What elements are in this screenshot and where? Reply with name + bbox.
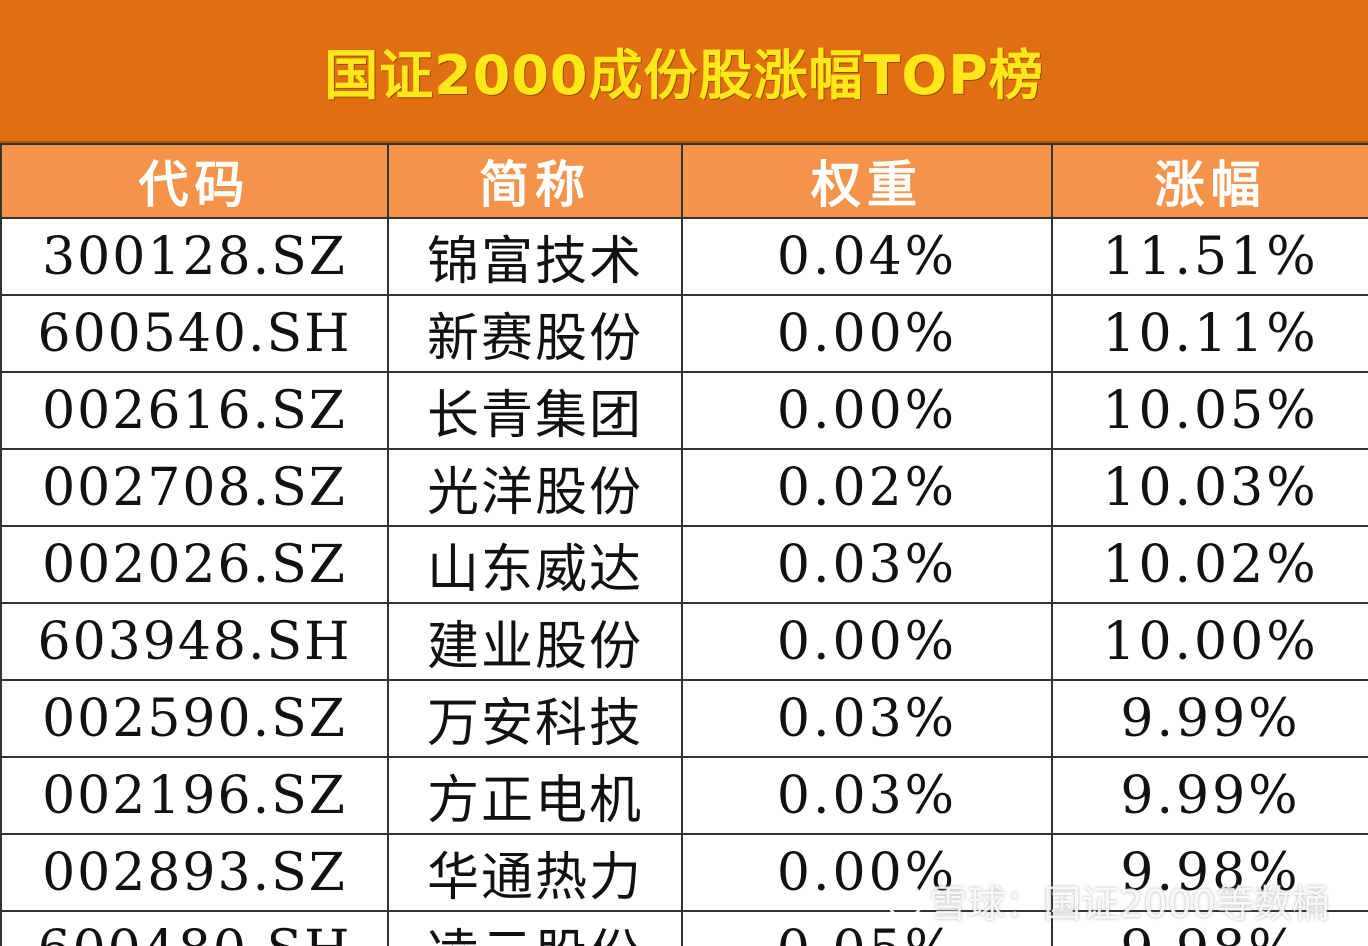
stock-code-cell: 600540.SH	[0, 294, 389, 373]
table-row: 300128.SZ 锦富技术 0.04% 11.51%	[0, 217, 1368, 296]
change-cell: 10.03%	[1051, 448, 1368, 527]
stock-name-cell: 锦富技术	[387, 217, 683, 296]
table-row: 002708.SZ 光洋股份 0.02% 10.03%	[0, 448, 1368, 527]
stock-name-cell: 万安科技	[387, 679, 683, 758]
header-row: 代码 简称 权重 涨幅	[0, 143, 1368, 219]
stock-code-cell: 002893.SZ	[0, 833, 389, 912]
change-cell: 10.05%	[1051, 371, 1368, 450]
table-row: 002616.SZ 长青集团 0.00% 10.05%	[0, 371, 1368, 450]
stock-code-cell: 002590.SZ	[0, 679, 389, 758]
stock-code-cell: 600480.SH	[0, 910, 389, 946]
stock-name-cell: 山东威达	[387, 525, 683, 604]
table-row: 002590.SZ 万安科技 0.03% 9.99%	[0, 679, 1368, 758]
change-cell: 9.99%	[1051, 679, 1368, 758]
table-row: 002026.SZ 山东威达 0.03% 10.02%	[0, 525, 1368, 604]
table-row: 603948.SH 建业股份 0.00% 10.00%	[0, 602, 1368, 681]
table-row: 600480.SH 凌云股份 0.05% 9.98%	[0, 910, 1368, 946]
weight-cell: 0.03%	[681, 679, 1053, 758]
stock-name-cell: 方正电机	[387, 756, 683, 835]
table-row: 002196.SZ 方正电机 0.03% 9.99%	[0, 756, 1368, 835]
stock-name-cell: 凌云股份	[387, 910, 683, 946]
weight-cell: 0.00%	[681, 371, 1053, 450]
ranking-table: 代码 简称 权重 涨幅 300128.SZ 锦富技术 0.04% 11.51% …	[0, 143, 1368, 946]
change-cell: 10.11%	[1051, 294, 1368, 373]
change-cell: 9.98%	[1051, 833, 1368, 912]
stock-code-cell: 002026.SZ	[0, 525, 389, 604]
stock-code-cell: 603948.SH	[0, 602, 389, 681]
stock-name-cell: 新赛股份	[387, 294, 683, 373]
change-cell: 9.98%	[1051, 910, 1368, 946]
change-cell: 11.51%	[1051, 217, 1368, 296]
weight-cell: 0.00%	[681, 833, 1053, 912]
change-cell: 10.00%	[1051, 602, 1368, 681]
stock-code-cell: 300128.SZ	[0, 217, 389, 296]
table-row: 600540.SH 新赛股份 0.00% 10.11%	[0, 294, 1368, 373]
change-cell: 9.99%	[1051, 756, 1368, 835]
column-header-name: 简称	[387, 143, 683, 219]
table-title: 国证2000成份股涨幅TOP榜	[324, 44, 1044, 107]
stock-code-cell: 002616.SZ	[0, 371, 389, 450]
stock-name-cell: 华通热力	[387, 833, 683, 912]
weight-cell: 0.00%	[681, 602, 1053, 681]
weight-cell: 0.04%	[681, 217, 1053, 296]
weight-cell: 0.05%	[681, 910, 1053, 946]
title-banner: 国证2000成份股涨幅TOP榜	[0, 0, 1368, 143]
weight-cell: 0.03%	[681, 756, 1053, 835]
change-cell: 10.02%	[1051, 525, 1368, 604]
column-header-code: 代码	[0, 143, 389, 219]
weight-cell: 0.03%	[681, 525, 1053, 604]
column-header-change: 涨幅	[1051, 143, 1368, 219]
stock-code-cell: 002708.SZ	[0, 448, 389, 527]
table-row: 002893.SZ 华通热力 0.00% 9.98%	[0, 833, 1368, 912]
stock-name-cell: 建业股份	[387, 602, 683, 681]
stock-name-cell: 光洋股份	[387, 448, 683, 527]
weight-cell: 0.02%	[681, 448, 1053, 527]
stock-code-cell: 002196.SZ	[0, 756, 389, 835]
stock-name-cell: 长青集团	[387, 371, 683, 450]
column-header-weight: 权重	[681, 143, 1053, 219]
weight-cell: 0.00%	[681, 294, 1053, 373]
